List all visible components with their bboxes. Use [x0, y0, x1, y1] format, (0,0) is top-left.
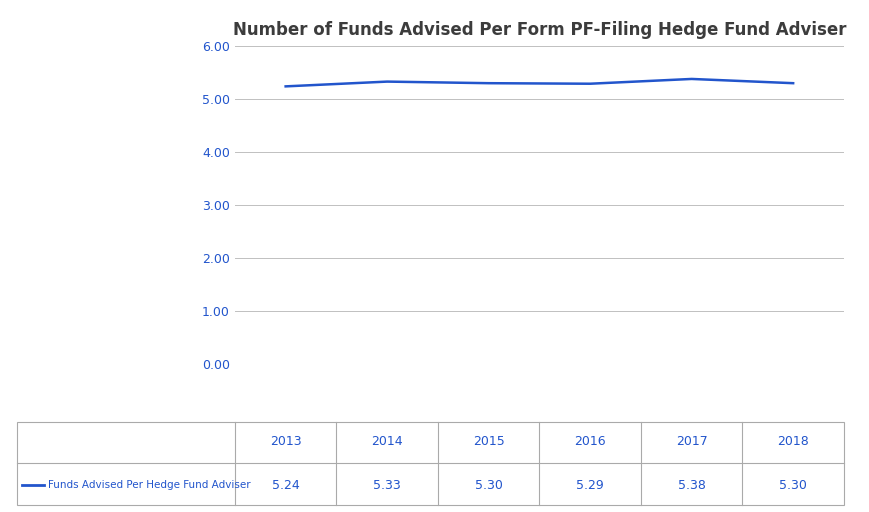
Text: 2014: 2014 [371, 435, 402, 448]
Text: 5.38: 5.38 [677, 479, 705, 492]
Text: Funds Advised Per Hedge Fund Adviser: Funds Advised Per Hedge Fund Adviser [48, 480, 250, 490]
Text: 2017: 2017 [675, 435, 706, 448]
Title: Number of Funds Advised Per Form PF-Filing Hedge Fund Adviser: Number of Funds Advised Per Form PF-Fili… [232, 21, 846, 39]
Text: 5.24: 5.24 [271, 479, 299, 492]
Text: 5.30: 5.30 [779, 479, 806, 492]
Text: 5.33: 5.33 [373, 479, 401, 492]
Text: 2016: 2016 [574, 435, 606, 448]
Text: 2013: 2013 [269, 435, 302, 448]
Text: 5.29: 5.29 [575, 479, 603, 492]
Text: 2018: 2018 [776, 435, 808, 448]
Text: 2015: 2015 [472, 435, 504, 448]
Text: 5.30: 5.30 [474, 479, 502, 492]
